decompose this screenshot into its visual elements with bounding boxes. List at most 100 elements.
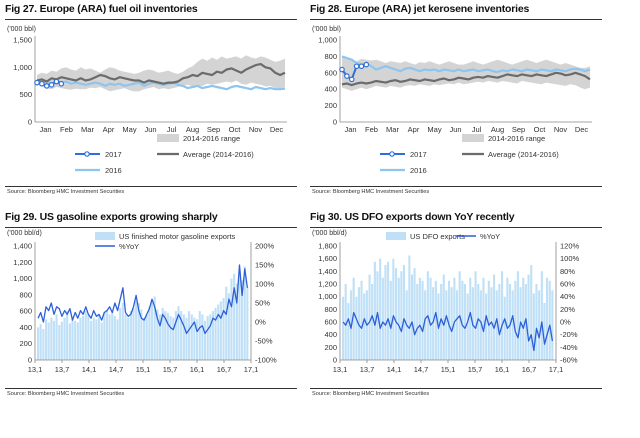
bar [190,314,193,360]
bar [448,280,451,360]
bar [193,317,196,360]
x-tick-label: Aug [186,125,199,134]
bar [227,293,230,360]
bar [82,316,85,360]
bar [548,280,551,360]
bar [108,314,111,360]
series-2017-point [358,63,365,70]
bar [455,290,459,360]
bar [87,314,90,360]
y-tick-label-left: 1,600 [318,254,337,263]
bar [342,296,345,360]
legend-label-2016: 2016 [410,166,427,175]
bar [511,290,514,360]
bar [434,280,437,360]
bar [222,298,225,360]
x-tick-label: Apr [408,125,420,134]
bar [185,317,188,360]
bar [432,287,435,360]
y-tick-label-left: 1,400 [318,267,337,276]
y-tick-label-right: 50% [255,299,270,308]
unit-label: ('000 bbl) [312,26,341,33]
bar [116,319,119,360]
bar [39,324,42,360]
x-tick-label: 14,1 [387,365,402,374]
x-tick-label: Apr [103,125,115,134]
bar [60,321,63,360]
bar [145,314,148,360]
bar [410,274,414,360]
bar [132,307,135,360]
x-tick-label: 13,1 [333,365,348,374]
bar [474,271,477,360]
y-tick-label-right: -50% [255,337,273,346]
bar [47,322,50,360]
bar [211,311,215,360]
bar [217,304,220,360]
y-tick-label-left: 1,400 [13,242,32,251]
bar [546,277,549,360]
x-tick-label: May [427,125,441,134]
y-tick-label: 200 [324,101,337,110]
y-tick-label-right: 20% [560,305,575,314]
bar [387,261,390,360]
x-tick-label: Feb [365,125,378,134]
bar [230,278,233,360]
bar [424,290,427,360]
bar [182,314,185,360]
bar [479,290,482,360]
bar [105,309,109,360]
bar [344,284,347,360]
y-tick-label-right: 0% [560,318,571,327]
bar [37,327,40,360]
bar [209,314,212,360]
bar [527,274,530,360]
bar [530,265,533,360]
series-2017-point [43,83,50,89]
y-tick-label-right: -40% [560,343,578,352]
chart-title: Fig 30. US DFO exports down YoY recently [310,211,515,223]
x-tick-label: Dec [270,125,284,134]
range-band [37,55,285,92]
bar [516,271,520,360]
bar [68,323,71,360]
legend-label-bars: US DFO exports [410,232,465,241]
x-tick-label: 14,1 [82,365,97,374]
bar [418,277,421,360]
bar [453,277,456,360]
legend-label-2017: 2017 [410,150,427,159]
bar [143,317,146,360]
title-rule [310,227,602,228]
unit-label: ('000 bbl/d) [7,230,42,237]
bar [63,317,66,360]
bar [535,284,538,360]
bar [121,303,124,360]
bar [90,320,93,360]
legend-marker-2017 [389,151,395,157]
x-tick-label: Jul [472,125,482,134]
y-tick-label-right: -60% [560,356,578,365]
bar [469,277,472,360]
source-rule [5,388,297,389]
bar [124,314,127,360]
y-tick-label-right: 200% [255,242,275,251]
legend-label-average: Average (2014-2016) [183,150,254,159]
bar [148,306,151,360]
panel-fig30: Fig 30. US DFO exports down YoY recently… [310,208,605,408]
y-tick-label-left: 1,800 [318,242,337,251]
bar [188,311,191,360]
x-tick-label: Nov [249,125,263,134]
unit-label: ('000 bbl) [7,26,36,33]
bar [97,314,101,360]
y-tick-label-left: 200 [19,339,32,348]
y-tick-label: 1,000 [13,63,32,72]
bar [508,284,512,360]
series-average-line [341,71,591,87]
legend-label-yoy: %YoY [480,232,500,241]
bar [135,301,138,360]
y-tick-label: 0 [333,118,337,127]
source-note: Source: Bloomberg HMC Investment Securit… [312,391,430,397]
bar [119,307,122,360]
bar [532,293,535,360]
series-2017-point [58,80,65,87]
